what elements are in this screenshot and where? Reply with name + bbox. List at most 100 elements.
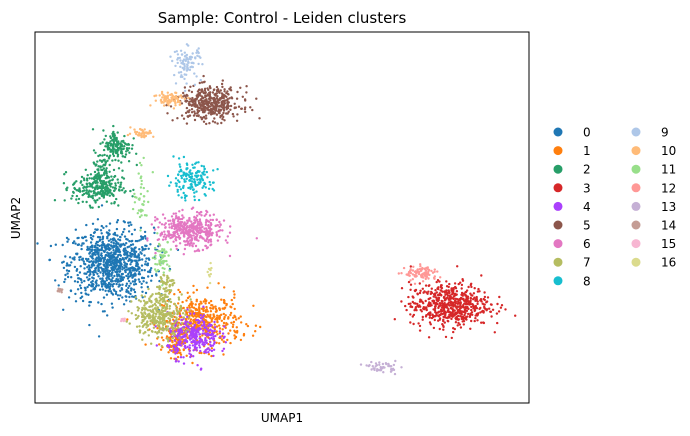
point [235, 97, 239, 100]
point [478, 290, 481, 293]
point [156, 232, 159, 235]
point [179, 223, 182, 226]
point [97, 253, 100, 257]
point [156, 217, 159, 221]
point [434, 307, 437, 310]
point [76, 236, 79, 240]
point [206, 246, 209, 249]
point [428, 301, 431, 304]
point [452, 295, 455, 298]
point [76, 243, 80, 247]
point [81, 183, 84, 187]
point [458, 301, 461, 304]
point [185, 299, 188, 302]
point [164, 290, 167, 293]
point [175, 236, 178, 239]
point [109, 135, 112, 138]
point [424, 315, 428, 318]
point [87, 264, 91, 267]
point [211, 304, 214, 307]
point [99, 262, 102, 266]
point [179, 188, 183, 191]
point [233, 314, 236, 317]
point [93, 170, 97, 174]
point [129, 126, 132, 129]
point [98, 197, 101, 200]
point [153, 228, 157, 231]
point [93, 245, 97, 249]
point [182, 356, 185, 359]
point [199, 337, 202, 341]
point [92, 231, 96, 235]
point [473, 305, 476, 308]
point [400, 366, 403, 369]
point [150, 342, 153, 345]
point [105, 267, 108, 271]
point [228, 254, 232, 258]
point [90, 284, 93, 287]
point [178, 351, 181, 354]
point [209, 341, 212, 344]
point [168, 265, 171, 268]
point [459, 326, 463, 329]
point [145, 281, 148, 284]
point [148, 309, 152, 312]
point [150, 305, 154, 308]
point [443, 290, 446, 293]
point [142, 299, 146, 302]
point [462, 306, 465, 309]
point [164, 300, 167, 303]
point [208, 348, 211, 352]
point [473, 319, 476, 323]
point [81, 236, 85, 240]
point [140, 164, 143, 167]
point [413, 282, 417, 285]
point [199, 327, 202, 331]
point [138, 198, 141, 201]
point [188, 334, 191, 337]
legend-item-3: 3 [553, 181, 591, 195]
point [201, 104, 205, 108]
point [134, 246, 137, 249]
point [141, 325, 144, 328]
point [162, 282, 165, 285]
point [198, 101, 201, 105]
point [165, 335, 169, 338]
point [116, 153, 120, 156]
point [457, 310, 460, 313]
point [222, 111, 225, 115]
point [110, 302, 114, 305]
point [214, 305, 217, 308]
point [127, 259, 131, 262]
cluster-0-points [36, 204, 180, 338]
point [64, 255, 67, 258]
point [112, 140, 116, 143]
point [197, 106, 200, 109]
point [170, 96, 173, 100]
point [57, 284, 60, 287]
legend-item-16: 16 [631, 256, 676, 270]
legend-label: 0 [583, 126, 591, 140]
point [102, 226, 105, 229]
point [62, 260, 65, 263]
point [193, 110, 196, 113]
point [177, 318, 181, 321]
point [205, 341, 208, 345]
point [96, 218, 100, 221]
point [120, 148, 123, 152]
point [209, 261, 212, 265]
point [146, 270, 150, 273]
point [108, 194, 112, 197]
point [111, 306, 114, 309]
point [120, 143, 123, 146]
point [397, 272, 400, 275]
point [162, 249, 165, 252]
point [176, 117, 179, 120]
point [90, 266, 93, 269]
point [415, 309, 418, 312]
point [154, 308, 158, 311]
point [198, 109, 201, 113]
point [158, 221, 161, 224]
point [188, 346, 191, 350]
point [222, 321, 226, 325]
